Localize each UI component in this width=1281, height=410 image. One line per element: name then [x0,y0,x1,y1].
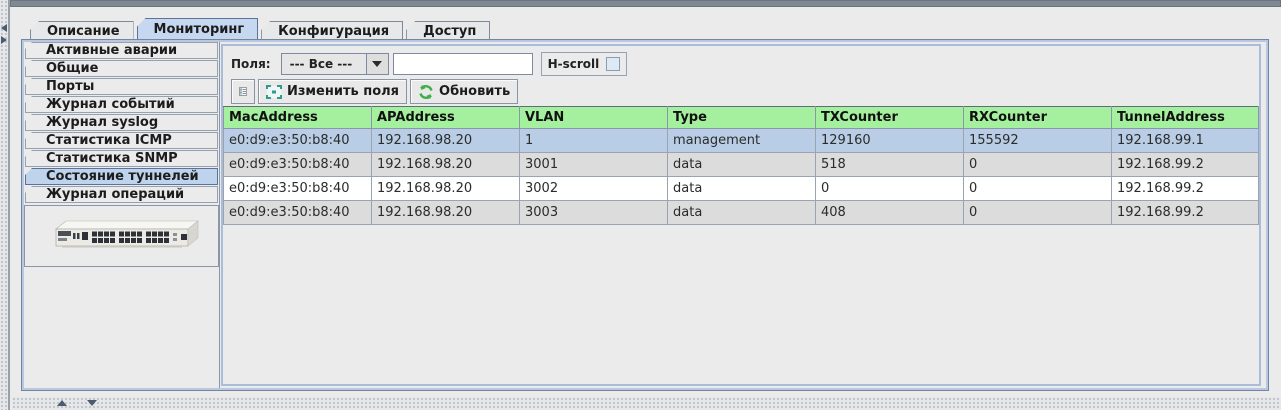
sidebar-item-active-alarms[interactable]: Активные аварии [25,42,218,59]
hscroll-checkbox[interactable] [606,57,621,71]
table-cell: 3001 [519,152,668,177]
sidebar-item-general[interactable]: Общие [25,60,218,77]
table-cell: 408 [815,200,964,225]
buttons-toolbar: Изменить поля Обновить [231,79,521,104]
top-split-divider[interactable] [10,0,1281,7]
tunnel-table: MacAddress APAddress VLAN Type TXCounter RXCo… [223,106,1259,225]
main-panel: Поля: --- Все --- H-scroll [221,44,1261,386]
fields-dropdown[interactable]: --- Все --- [280,53,389,75]
column-header-apaddress[interactable]: APAddress [371,106,520,129]
table-cell: 192.168.98.20 [371,200,520,225]
sidebar-item-icmp-stats[interactable]: Статистика ICMP [25,132,218,149]
table-cell: e0:d9:e3:50:b8:40 [223,152,372,177]
sidebar-item-snmp-stats[interactable]: Статистика SNMP [25,150,218,167]
table-cell: 0 [963,200,1112,225]
fields-dropdown-value: --- Все --- [289,57,353,71]
table-cell: 129160 [815,128,964,153]
table-header-row: MacAddress APAddress VLAN Type TXCounter RXCo… [223,106,1259,129]
dropdown-arrow-button[interactable] [365,54,388,74]
sidebar-item-operations-log[interactable]: Журнал операций [25,186,218,203]
sidebar-item-ports[interactable]: Порты [25,78,218,95]
filter-input[interactable] [392,53,533,75]
split-collapse-up-icon[interactable] [57,400,67,406]
column-header-tunneladdress[interactable]: TunnelAddress [1111,106,1259,129]
table-cell: 155592 [963,128,1112,153]
table-cell: e0:d9:e3:50:b8:40 [223,200,372,225]
column-header-rxcounter[interactable]: RXCounter [963,106,1112,129]
select-fields-icon [266,84,282,99]
sidebar-item-event-log[interactable]: Журнал событий [25,96,218,113]
table-cell: 3003 [519,200,668,225]
table-cell: data [667,176,816,201]
fields-toolbar: Поля: --- Все --- H-scroll [231,52,628,76]
split-expand-right-icon[interactable] [1,36,7,44]
table-row[interactable]: e0:d9:e3:50:b8:40 192.168.98.20 3001 data 51… [223,152,1259,177]
table-row[interactable]: e0:d9:e3:50:b8:40 192.168.98.20 3002 data 0 0… [223,176,1259,201]
bottom-split-divider[interactable] [12,397,1281,410]
table-cell: 192.168.98.20 [371,128,520,153]
table-cell: 1 [519,128,668,153]
column-header-type[interactable]: Type [667,106,816,129]
table-cell: 192.168.98.20 [371,152,520,177]
sidebar: Активные аварии Общие Порты Журнал событий Ж… [24,42,220,388]
column-header-txcounter[interactable]: TXCounter [815,106,964,129]
table-cell: 192.168.99.2 [1111,152,1259,177]
app-panel: Описание Мониторинг Конфигурация Доступ Акт… [12,7,1281,397]
refresh-label: Обновить [439,84,511,99]
tab-access[interactable]: Доступ [406,21,491,42]
table-cell: 518 [815,152,964,177]
table-cell: data [667,152,816,177]
device-image-box [24,205,219,267]
tab-configuration[interactable]: Конфигурация [261,21,404,42]
tab-bar: Описание Мониторинг Конфигурация Доступ [30,18,493,42]
tab-description[interactable]: Описание [30,21,134,42]
table-cell: 3002 [519,176,668,201]
table-cell: 192.168.99.1 [1111,128,1259,153]
table-cell: 192.168.98.20 [371,176,520,201]
table-cell: e0:d9:e3:50:b8:40 [223,128,372,153]
left-split-divider[interactable] [0,0,10,410]
field-list-icon [239,87,247,96]
split-collapse-left-icon[interactable] [1,24,7,32]
hscroll-group: H-scroll [540,52,628,76]
column-header-macaddress[interactable]: MacAddress [223,106,372,129]
table-cell: e0:d9:e3:50:b8:40 [223,176,372,201]
sidebar-item-tunnel-state[interactable]: Состояние туннелей [25,168,218,185]
table-row[interactable]: e0:d9:e3:50:b8:40 192.168.98.20 3003 data 40… [223,200,1259,225]
table-cell: 192.168.99.2 [1111,176,1259,201]
refresh-button[interactable]: Обновить [410,79,519,104]
hscroll-label: H-scroll [547,57,600,71]
chevron-down-icon [372,61,383,67]
table-cell: 192.168.99.2 [1111,200,1259,225]
table-cell: data [667,200,816,225]
content-frame: Активные аварии Общие Порты Журнал событий Ж… [21,39,1269,391]
fields-label: Поля: [231,57,271,71]
table-cell: management [667,128,816,153]
switch-image [54,220,199,248]
edit-fields-button[interactable]: Изменить поля [258,79,408,104]
split-expand-down-icon[interactable] [87,400,97,406]
table-row[interactable]: e0:d9:e3:50:b8:40 192.168.98.20 1 managemen… [223,128,1259,153]
table-cell: 0 [815,176,964,201]
table-cell: 0 [963,152,1112,177]
tab-monitoring[interactable]: Мониторинг [136,18,259,42]
field-list-button[interactable] [231,79,255,104]
sidebar-item-syslog-log[interactable]: Журнал syslog [25,114,218,131]
edit-fields-label: Изменить поля [287,84,400,99]
refresh-icon [419,84,433,99]
table-cell: 0 [963,176,1112,201]
column-header-vlan[interactable]: VLAN [519,106,668,129]
